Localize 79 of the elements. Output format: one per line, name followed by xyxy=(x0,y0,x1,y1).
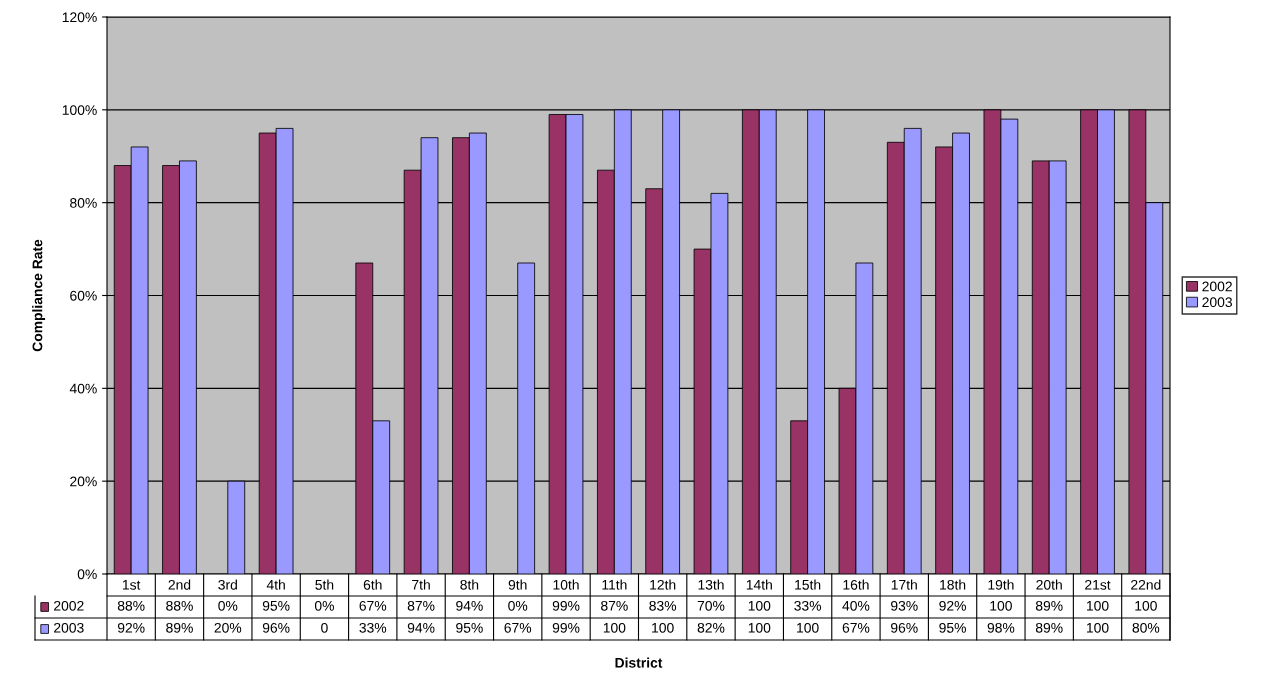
x-tick-label: 17th xyxy=(891,579,917,590)
x-tick-label: 1st xyxy=(122,580,141,590)
text: District xyxy=(615,657,663,668)
data-label: 93% xyxy=(891,600,918,611)
data-label: 33% xyxy=(359,622,387,633)
data-label: 100 xyxy=(1087,600,1109,611)
y-tick-label: 80% xyxy=(70,198,97,208)
x-tick-label: 8th xyxy=(460,579,479,590)
data-label: 67% xyxy=(359,600,387,611)
data-label: 100 xyxy=(1135,600,1157,611)
x-tick-label: 19th xyxy=(988,579,1014,590)
x-tick-label: 11th xyxy=(602,579,627,590)
data-label: 87% xyxy=(407,600,435,611)
data-label: 0% xyxy=(218,600,238,611)
data-label: 99% xyxy=(552,622,580,633)
data-label: 0% xyxy=(314,600,334,611)
legend-label: 2002 xyxy=(54,600,84,611)
data-label: 67% xyxy=(842,622,870,633)
data-label: 95% xyxy=(456,622,483,633)
x-tick-label: 3rd xyxy=(218,579,237,590)
data-label: 87% xyxy=(601,600,628,611)
data-label: 100 xyxy=(748,622,771,633)
y-axis-title: Compliance Rate xyxy=(32,239,46,352)
data-label: 88% xyxy=(166,600,193,611)
data-label: 0% xyxy=(508,600,528,611)
data-label: 83% xyxy=(649,600,677,611)
x-tick-label: 6th xyxy=(363,579,382,590)
data-label: 40% xyxy=(842,600,870,611)
data-label: 89% xyxy=(1035,600,1063,611)
x-tick-label: 2nd xyxy=(168,579,191,590)
data-label: 100 xyxy=(1087,622,1109,633)
data-label: 89% xyxy=(1035,622,1063,633)
data-label: 100 xyxy=(603,622,626,633)
text: 2002 xyxy=(1202,281,1232,292)
data-label: 70% xyxy=(697,600,725,611)
data-label: 100 xyxy=(797,622,819,633)
data-label: 80% xyxy=(1132,622,1160,633)
data-label: 88% xyxy=(117,600,145,611)
x-tick-label: 20th xyxy=(1036,579,1062,590)
x-tick-label: 7th xyxy=(412,579,430,590)
x-tick-label: 5th xyxy=(315,579,334,590)
data-label: 94% xyxy=(456,600,483,611)
x-tick-label: 9th xyxy=(508,579,527,590)
x-tick-label: 14th xyxy=(746,579,772,590)
x-tick-label: 18th xyxy=(940,579,966,590)
y-tick-label: 60% xyxy=(70,290,97,301)
x-tick-label: 21st xyxy=(1085,579,1111,590)
x-tick-label: 10th xyxy=(553,579,579,590)
data-label: 100 xyxy=(652,622,674,633)
data-label: 100 xyxy=(748,600,771,611)
x-tick-label: 13th xyxy=(698,579,724,590)
legend-label: 2003 xyxy=(1202,297,1232,308)
text: 2003 xyxy=(54,622,84,633)
data-label: 92% xyxy=(117,622,145,633)
data-label: 96% xyxy=(891,622,918,633)
data-label: 67% xyxy=(504,622,532,633)
y-tick-label: 0% xyxy=(77,569,97,580)
x-tick-label: 16th xyxy=(843,579,869,590)
y-tick-label: 120% xyxy=(62,12,97,23)
data-label: 33% xyxy=(794,600,822,611)
x-tick-label: 12th xyxy=(650,579,676,590)
data-label: 98% xyxy=(987,622,1015,633)
data-label: 20% xyxy=(214,622,242,633)
x-tick-label: 4th xyxy=(266,579,285,590)
data-label: 89% xyxy=(166,622,193,633)
data-label: 94% xyxy=(407,622,435,633)
data-label: 99% xyxy=(552,600,580,611)
y-tick-label: 20% xyxy=(70,476,97,487)
data-label: 95% xyxy=(262,600,290,611)
data-label: 0 xyxy=(321,622,328,633)
data-label: 92% xyxy=(939,600,966,611)
data-label: 82% xyxy=(697,622,725,633)
y-tick-label: 100% xyxy=(62,105,97,115)
x-tick-label: 15th xyxy=(795,579,821,590)
data-label: 100 xyxy=(990,600,1012,611)
data-label: 96% xyxy=(262,622,290,633)
x-tick-label: 22nd xyxy=(1131,579,1161,590)
data-label: 95% xyxy=(939,622,966,633)
y-tick-label: 40% xyxy=(69,383,97,394)
